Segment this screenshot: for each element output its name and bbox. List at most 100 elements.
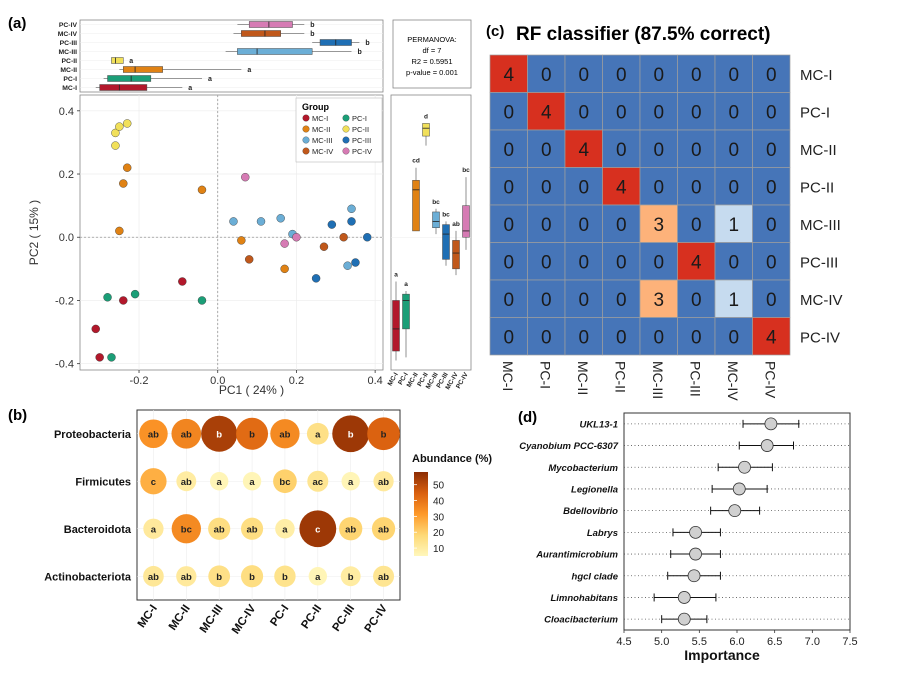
bubble-letter: ab: [247, 524, 258, 535]
importance-x-tick-label: 6.0: [729, 636, 744, 648]
importance-x-tick-label: 6.5: [767, 636, 782, 648]
bubble-legend-title: Abundance (%): [412, 453, 492, 465]
bubble-row-label-bacteroidota: Bacteroidota: [64, 524, 132, 536]
pc1-box-letter-pc-i: a: [208, 76, 212, 83]
scatter-x-tick-label: 0.0: [210, 375, 225, 387]
bubble-legend-tick-label: 40: [433, 497, 445, 508]
confusion-cell-value: 0: [616, 65, 627, 86]
pc1-box-letter-mc-iii: b: [358, 49, 362, 56]
pc1-boxplot: PC-IV b MC-IV b PC-III b MC-III b PC-II a MC-II a PC…: [58, 19, 384, 93]
permanova-box: PERMANOVA: df = 7 R2 = 0.5951 p-value = …: [392, 19, 472, 89]
scatter-point-mc-i: [91, 324, 100, 334]
confusion-cell-value: 0: [728, 140, 739, 161]
importance-point-cyanobium-pcc-6307: [760, 439, 774, 452]
confusion-cell-value: 4: [766, 327, 777, 348]
bubble-letter: a: [249, 477, 255, 488]
bubble-proteobacteria-pc-i: [270, 419, 300, 449]
pc2-box-pc-iv: [462, 205, 470, 238]
pc1-box-label-mc-iv: MC-IV: [58, 31, 78, 38]
confusion-cell: [677, 317, 716, 356]
bubble-letter: a: [217, 477, 223, 488]
pc2-box-letter-mc-iv: ab: [452, 221, 460, 228]
bubble-letter: a: [348, 477, 354, 488]
scatter-point-pc-iii: [351, 258, 360, 267]
confusion-cell-value: 0: [578, 215, 589, 236]
confusion-cell-value: 0: [691, 215, 702, 236]
confusion-cell: [752, 279, 791, 318]
confusion-cell: [564, 317, 603, 356]
confusion-cell-value: 0: [766, 102, 777, 123]
pc1-box-label-pc-i: PC-I: [63, 76, 77, 83]
confusion-col-label-pc-iv: PC-IV: [762, 361, 778, 399]
confusion-cell-value: 4: [616, 177, 627, 198]
importance-label-ukl13-1: UKL13-1: [579, 419, 618, 430]
confusion-col-label-pc-i: PC-I: [537, 361, 553, 389]
bubble-bacteroidota-pc-ii: [299, 510, 337, 548]
confusion-cell-value: 0: [653, 140, 664, 161]
bubble-letter: ab: [378, 572, 389, 583]
pc2-box-pc-ii: [422, 123, 430, 137]
bubble-legend-tick-label: 10: [433, 544, 445, 555]
confusion-cell-value: 0: [578, 290, 589, 311]
bubble-letter: a: [315, 429, 321, 440]
importance-point-ukl13-1: [764, 417, 778, 431]
importance-label-cyanobium-pcc-6307: Cyanobium PCC-6307: [519, 441, 618, 452]
bubble-bacteroidota-mc-i: [143, 518, 164, 539]
confusion-cell-value: 0: [691, 327, 702, 348]
bubble-bacteroidota-mc-ii: [171, 514, 201, 544]
confusion-col-label-mc-iv: MC-IV: [725, 361, 741, 401]
pc2-box-label-mc-i: MC-I: [387, 371, 400, 387]
pc1-box-letter-pc-iv: b: [310, 22, 314, 29]
confusion-cell-value: 0: [728, 177, 739, 198]
confusion-cell: [714, 54, 753, 93]
confusion-cell: [752, 129, 791, 168]
pc2-box-letter-mc-i: a: [394, 271, 398, 278]
confusion-row-label-pc-ii: PC-II: [800, 179, 834, 196]
bubble-legend-tick-label: 20: [433, 528, 445, 539]
pc1-box-pc-i: [107, 75, 152, 82]
bubble-firmicutes-pc-iii: [341, 472, 360, 491]
scatter-point-mc-iv: [339, 233, 348, 242]
confusion-row-label-mc-ii: MC-II: [800, 142, 837, 159]
importance-label-labrys: Labrys: [587, 528, 618, 539]
pc2-box-letter-pc-i: a: [404, 281, 408, 288]
confusion-cell-value: 0: [691, 102, 702, 123]
legend-label-mc-ii: MC-II: [312, 125, 330, 134]
legend-label-pc-iv: PC-IV: [352, 147, 372, 156]
confusion-cell: [564, 204, 603, 243]
confusion-cell: [752, 242, 791, 281]
importance-label-bdellovibrio: Bdellovibrio: [563, 506, 618, 517]
confusion-cell-value: 0: [616, 102, 627, 123]
scatter-point-mc-iv: [319, 242, 329, 251]
confusion-cell-value: 1: [728, 215, 739, 236]
confusion-cell: [639, 204, 678, 243]
scatter-point-pc-ii: [123, 119, 132, 128]
pc1-box-label-mc-ii: MC-II: [60, 67, 77, 74]
bubble-actinobacteriota-pc-iv: [373, 565, 395, 587]
bubble-bacteroidota-pc-i: [275, 518, 295, 539]
confusion-cell-value: 0: [728, 102, 739, 123]
scatter-y-tick-label: 0.2: [59, 169, 74, 181]
bubble-col-label-pc-iv: PC-IV: [363, 603, 391, 635]
bubble-letter: bc: [181, 524, 192, 535]
scatter-point-pc-iii: [363, 233, 372, 242]
confusion-cell-value: 4: [541, 102, 552, 123]
pc2-box-pc-i: [402, 293, 410, 330]
confusion-title: RF classifier (87.5% correct): [516, 24, 771, 45]
confusion-cell-value: 0: [766, 140, 777, 161]
confusion-cell: [639, 167, 678, 206]
scatter-y-tick-label: 0.0: [59, 232, 74, 244]
importance-label-limnohabitans: Limnohabitans: [550, 593, 618, 604]
pc2-box-pc-iii: [442, 224, 450, 260]
scatter-point-mc-i: [119, 296, 128, 305]
confusion-cell-value: 0: [691, 140, 702, 161]
confusion-cell: [714, 242, 753, 281]
bubble-letter: ab: [148, 429, 159, 440]
confusion-cell: [639, 242, 678, 281]
confusion-cell: [489, 92, 528, 131]
permanova-pvalue: p-value = 0.001: [406, 68, 458, 77]
confusion-cell-value: 0: [766, 65, 777, 86]
scatter-point-mc-ii: [119, 179, 128, 188]
importance-point-limnohabitans: [677, 591, 691, 604]
